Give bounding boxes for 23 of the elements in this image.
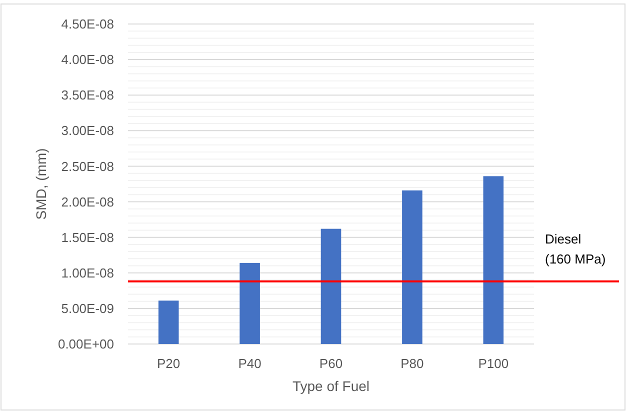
x-axis-title: Type of Fuel [292, 378, 370, 394]
bar [402, 190, 422, 344]
y-tick-label: 4.00E-08 [61, 52, 114, 68]
y-tick-label: 3.00E-08 [61, 123, 114, 138]
x-tick-label: P60 [319, 356, 343, 371]
y-tick-label: 4.50E-08 [61, 16, 114, 32]
y-axis-title: SMD, (mm) [33, 148, 49, 220]
y-tick-label: 5.00E-09 [61, 300, 114, 316]
y-tick-label: 2.50E-08 [61, 158, 114, 174]
x-tick-label: P100 [478, 356, 509, 371]
y-tick-label: 1.50E-08 [61, 230, 114, 245]
bar [483, 176, 504, 344]
y-tick-label: 3.50E-08 [61, 88, 114, 103]
y-tick-label: 1.00E-08 [61, 265, 114, 280]
x-tick-label: P80 [400, 356, 424, 371]
x-tick-label: P20 [157, 356, 180, 371]
x-tick-label: P40 [238, 356, 262, 371]
bar [320, 228, 342, 344]
bar [240, 262, 260, 344]
y-tick-label: 0.00E+00 [58, 336, 114, 352]
bar [158, 300, 179, 344]
y-tick-label: 2.00E-08 [61, 194, 114, 210]
ref-line-label: Diesel (160 MPa) [545, 231, 606, 266]
